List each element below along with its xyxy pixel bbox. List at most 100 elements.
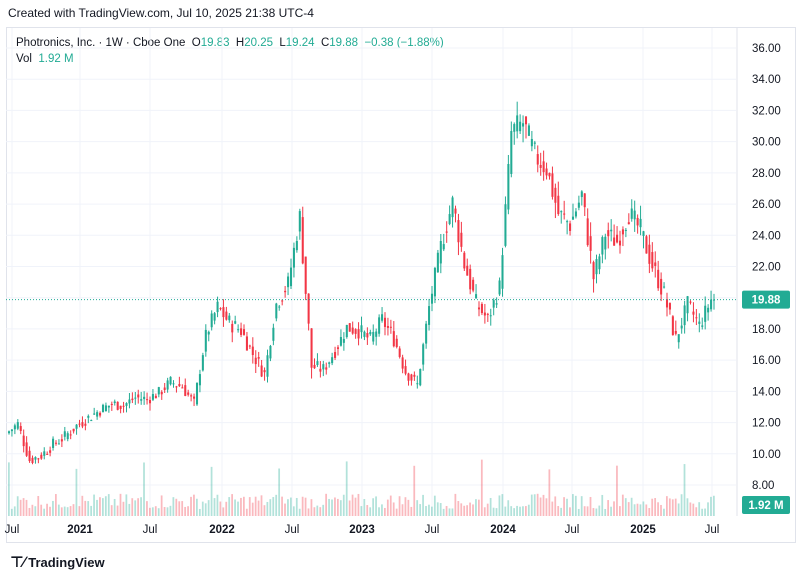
volume-bar	[542, 494, 545, 516]
chart-frame	[6, 27, 796, 543]
volume-bar	[22, 498, 25, 516]
candle-body	[351, 327, 354, 334]
candle-body	[663, 286, 666, 288]
legend-symbol[interactable]: Photronics, Inc. · 1W · Cboe One	[16, 37, 186, 49]
volume-bar	[131, 498, 134, 516]
candle-body	[154, 395, 157, 399]
candle-body	[216, 301, 219, 313]
volume-bar	[704, 508, 706, 516]
volume-bar	[193, 494, 195, 516]
volume-bar	[116, 505, 119, 516]
candle-body	[190, 395, 193, 397]
candle-body	[519, 121, 522, 132]
volume-bar	[495, 508, 498, 516]
volume-bar	[566, 498, 568, 516]
volume-bar	[37, 496, 40, 516]
candle-body	[43, 451, 46, 456]
candle-body	[695, 317, 698, 319]
volume-bar	[337, 498, 339, 516]
volume-bar	[489, 497, 492, 516]
candle-body	[336, 347, 340, 349]
legend-low-value: 19.24	[285, 37, 315, 49]
volume-bar	[589, 496, 592, 516]
candle-body	[148, 399, 152, 404]
y-tick-label: 30.00	[752, 137, 781, 149]
candle-body	[275, 303, 278, 319]
volume-bar	[190, 496, 192, 516]
volume-bar	[331, 499, 333, 516]
candle-body	[128, 399, 131, 404]
candle-body	[571, 216, 575, 220]
candle-body	[530, 138, 533, 147]
candle-body	[52, 438, 55, 448]
candle-body	[557, 195, 560, 215]
candle-body	[228, 315, 231, 321]
volume-bar	[454, 493, 457, 516]
volume-bar	[63, 506, 66, 516]
candle-body	[524, 116, 528, 125]
volume-bar	[213, 498, 216, 516]
candle-body	[486, 313, 489, 315]
volume-bar	[410, 506, 413, 516]
candle-body	[334, 352, 337, 358]
candle-body	[63, 431, 66, 437]
volume-bar	[701, 508, 704, 516]
volume-bar	[539, 497, 542, 516]
candle-body	[689, 301, 692, 303]
candle-body	[69, 434, 72, 436]
volume-bar	[278, 468, 281, 516]
candle-body	[621, 229, 624, 235]
candle-body	[498, 280, 501, 295]
candle-body	[99, 412, 102, 416]
volume-bar	[369, 507, 372, 516]
candle-body	[366, 333, 369, 338]
legend-high-value: 20.25	[244, 37, 273, 49]
volume-bar	[425, 506, 427, 516]
volume-bar	[472, 504, 474, 516]
y-tick-label: 12.00	[752, 418, 781, 430]
candle-body	[527, 125, 530, 136]
volume-bar	[392, 502, 395, 516]
volume-bar	[498, 495, 501, 516]
volume-bar	[75, 468, 78, 516]
volume-bar	[31, 504, 34, 516]
candle-body	[651, 252, 654, 269]
candle-body	[577, 202, 580, 208]
candle-body	[580, 191, 583, 198]
candle-body	[425, 323, 428, 344]
volume-bar	[586, 506, 589, 516]
volume-bar	[134, 500, 137, 516]
candle-body	[472, 279, 475, 291]
candle-body	[413, 374, 416, 377]
volume-bar	[460, 503, 463, 516]
volume-bar	[572, 494, 574, 516]
volume-bar	[375, 496, 377, 516]
candle-body	[28, 450, 31, 462]
candle-body	[219, 308, 222, 310]
volume-bar	[57, 504, 60, 516]
candle-body	[483, 312, 486, 316]
volume-bar	[407, 499, 410, 516]
legend-high-label: H	[235, 37, 245, 49]
volume-bar	[266, 501, 269, 516]
candle-body	[307, 293, 310, 324]
legend-open-label: O	[191, 37, 201, 49]
candle-body	[204, 329, 207, 352]
tradingview-brand[interactable]: ⊤∕ TradingView	[10, 553, 105, 571]
y-tick-label: 16.00	[752, 355, 781, 367]
candle-body	[16, 422, 19, 429]
candle-body	[419, 369, 422, 386]
candle-body	[654, 262, 657, 266]
candle-body	[522, 123, 525, 127]
candle-body	[624, 229, 627, 231]
candle-body	[392, 331, 395, 347]
candle-body	[345, 324, 348, 338]
candle-body	[348, 323, 351, 332]
candle-body	[78, 423, 81, 425]
candle-body	[507, 163, 510, 210]
volume-bar	[28, 507, 31, 516]
candle-body	[686, 296, 689, 314]
volume-bar	[619, 506, 621, 516]
volume-bar	[137, 498, 140, 516]
